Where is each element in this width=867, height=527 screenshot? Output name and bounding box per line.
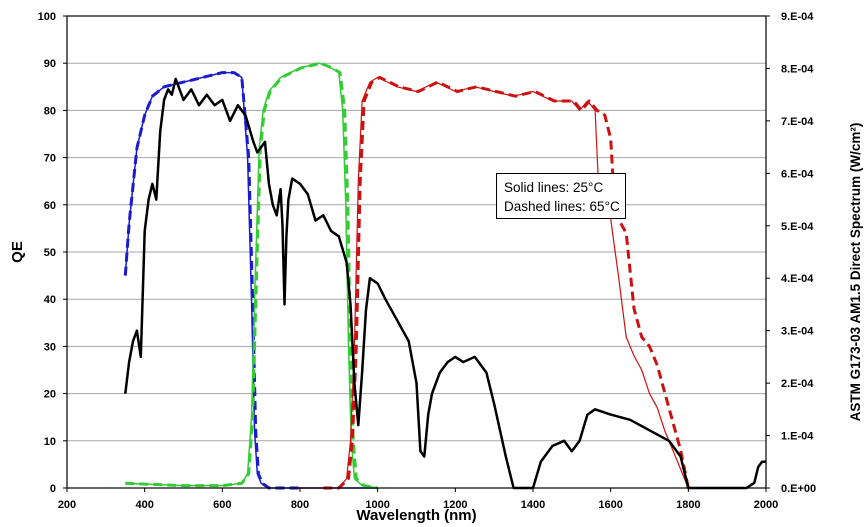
y-tick-label: 40 bbox=[44, 294, 56, 306]
series-line-spectrum-solid bbox=[124, 77, 766, 490]
y2-tick-label: 2.E-04 bbox=[781, 378, 814, 390]
x-tick-label: 600 bbox=[213, 499, 231, 511]
y2-tick-label: 5.E-04 bbox=[781, 221, 814, 233]
y-tick-label: 100 bbox=[38, 11, 56, 23]
x-tick-label: 200 bbox=[58, 499, 76, 511]
x-axis-title: Wavelength (nm) bbox=[356, 507, 476, 524]
y2-tick-label: 1.E-04 bbox=[781, 431, 814, 443]
y2-tick-label: 6.E-04 bbox=[781, 168, 814, 180]
y-tick-label: 20 bbox=[44, 389, 56, 401]
annotation-dashed-lines: Dashed lines: 65°C bbox=[504, 199, 620, 214]
tick-labels: 0 10 20 30 40 50 60 70 80 90 100 0.E+00 1.E-04 2.E-04… bbox=[38, 11, 817, 511]
plot-frame bbox=[63, 15, 770, 492]
y2-tick-label: 0.E+00 bbox=[781, 483, 816, 495]
y2-tick-label: 3.E-04 bbox=[781, 326, 814, 338]
series-line-blue-dashed bbox=[123, 71, 300, 490]
x-tick-label: 1800 bbox=[676, 499, 700, 511]
x-tick-label: 800 bbox=[291, 499, 309, 511]
x-tick-label: 2000 bbox=[754, 499, 778, 511]
x-tick-label: 400 bbox=[135, 499, 153, 511]
line-style-annotation: Solid lines: 25°C Dashed lines: 65°C bbox=[496, 173, 626, 219]
series-line-red-dashed bbox=[323, 75, 690, 490]
y-tick-label: 60 bbox=[44, 200, 56, 212]
x-tick-label: 1000 bbox=[365, 499, 389, 511]
y-tick-label: 10 bbox=[44, 436, 56, 448]
y2-tick-label: 9.E-04 bbox=[781, 11, 814, 23]
y-tick-label: 70 bbox=[44, 153, 56, 165]
y-axis-title: QE bbox=[9, 241, 26, 263]
y2-tick-label: 8.E-04 bbox=[781, 63, 814, 75]
x-tick-label: 1200 bbox=[443, 499, 467, 511]
x-tick-label: 1600 bbox=[598, 499, 622, 511]
y2-tick-label: 7.E-04 bbox=[781, 116, 814, 128]
annotation-solid-lines: Solid lines: 25°C bbox=[504, 180, 604, 195]
y2-axis-title: ASTM G173-03 AM1.5 Direct Spectrum (W/cm… bbox=[848, 123, 863, 422]
series-line-red-solid bbox=[292, 76, 689, 489]
grid-lines bbox=[67, 62, 766, 442]
y2-tick-label: 4.E-04 bbox=[781, 273, 814, 285]
y-tick-label: 30 bbox=[44, 341, 56, 353]
plot-area-border bbox=[66, 15, 767, 489]
y-tick-label: 90 bbox=[44, 58, 56, 70]
y-tick-label: 80 bbox=[44, 105, 56, 117]
y-tick-label: 50 bbox=[44, 247, 56, 259]
x-tick-label: 1400 bbox=[521, 499, 545, 511]
y-tick-label: 0 bbox=[50, 483, 56, 495]
series-lines bbox=[123, 61, 766, 490]
